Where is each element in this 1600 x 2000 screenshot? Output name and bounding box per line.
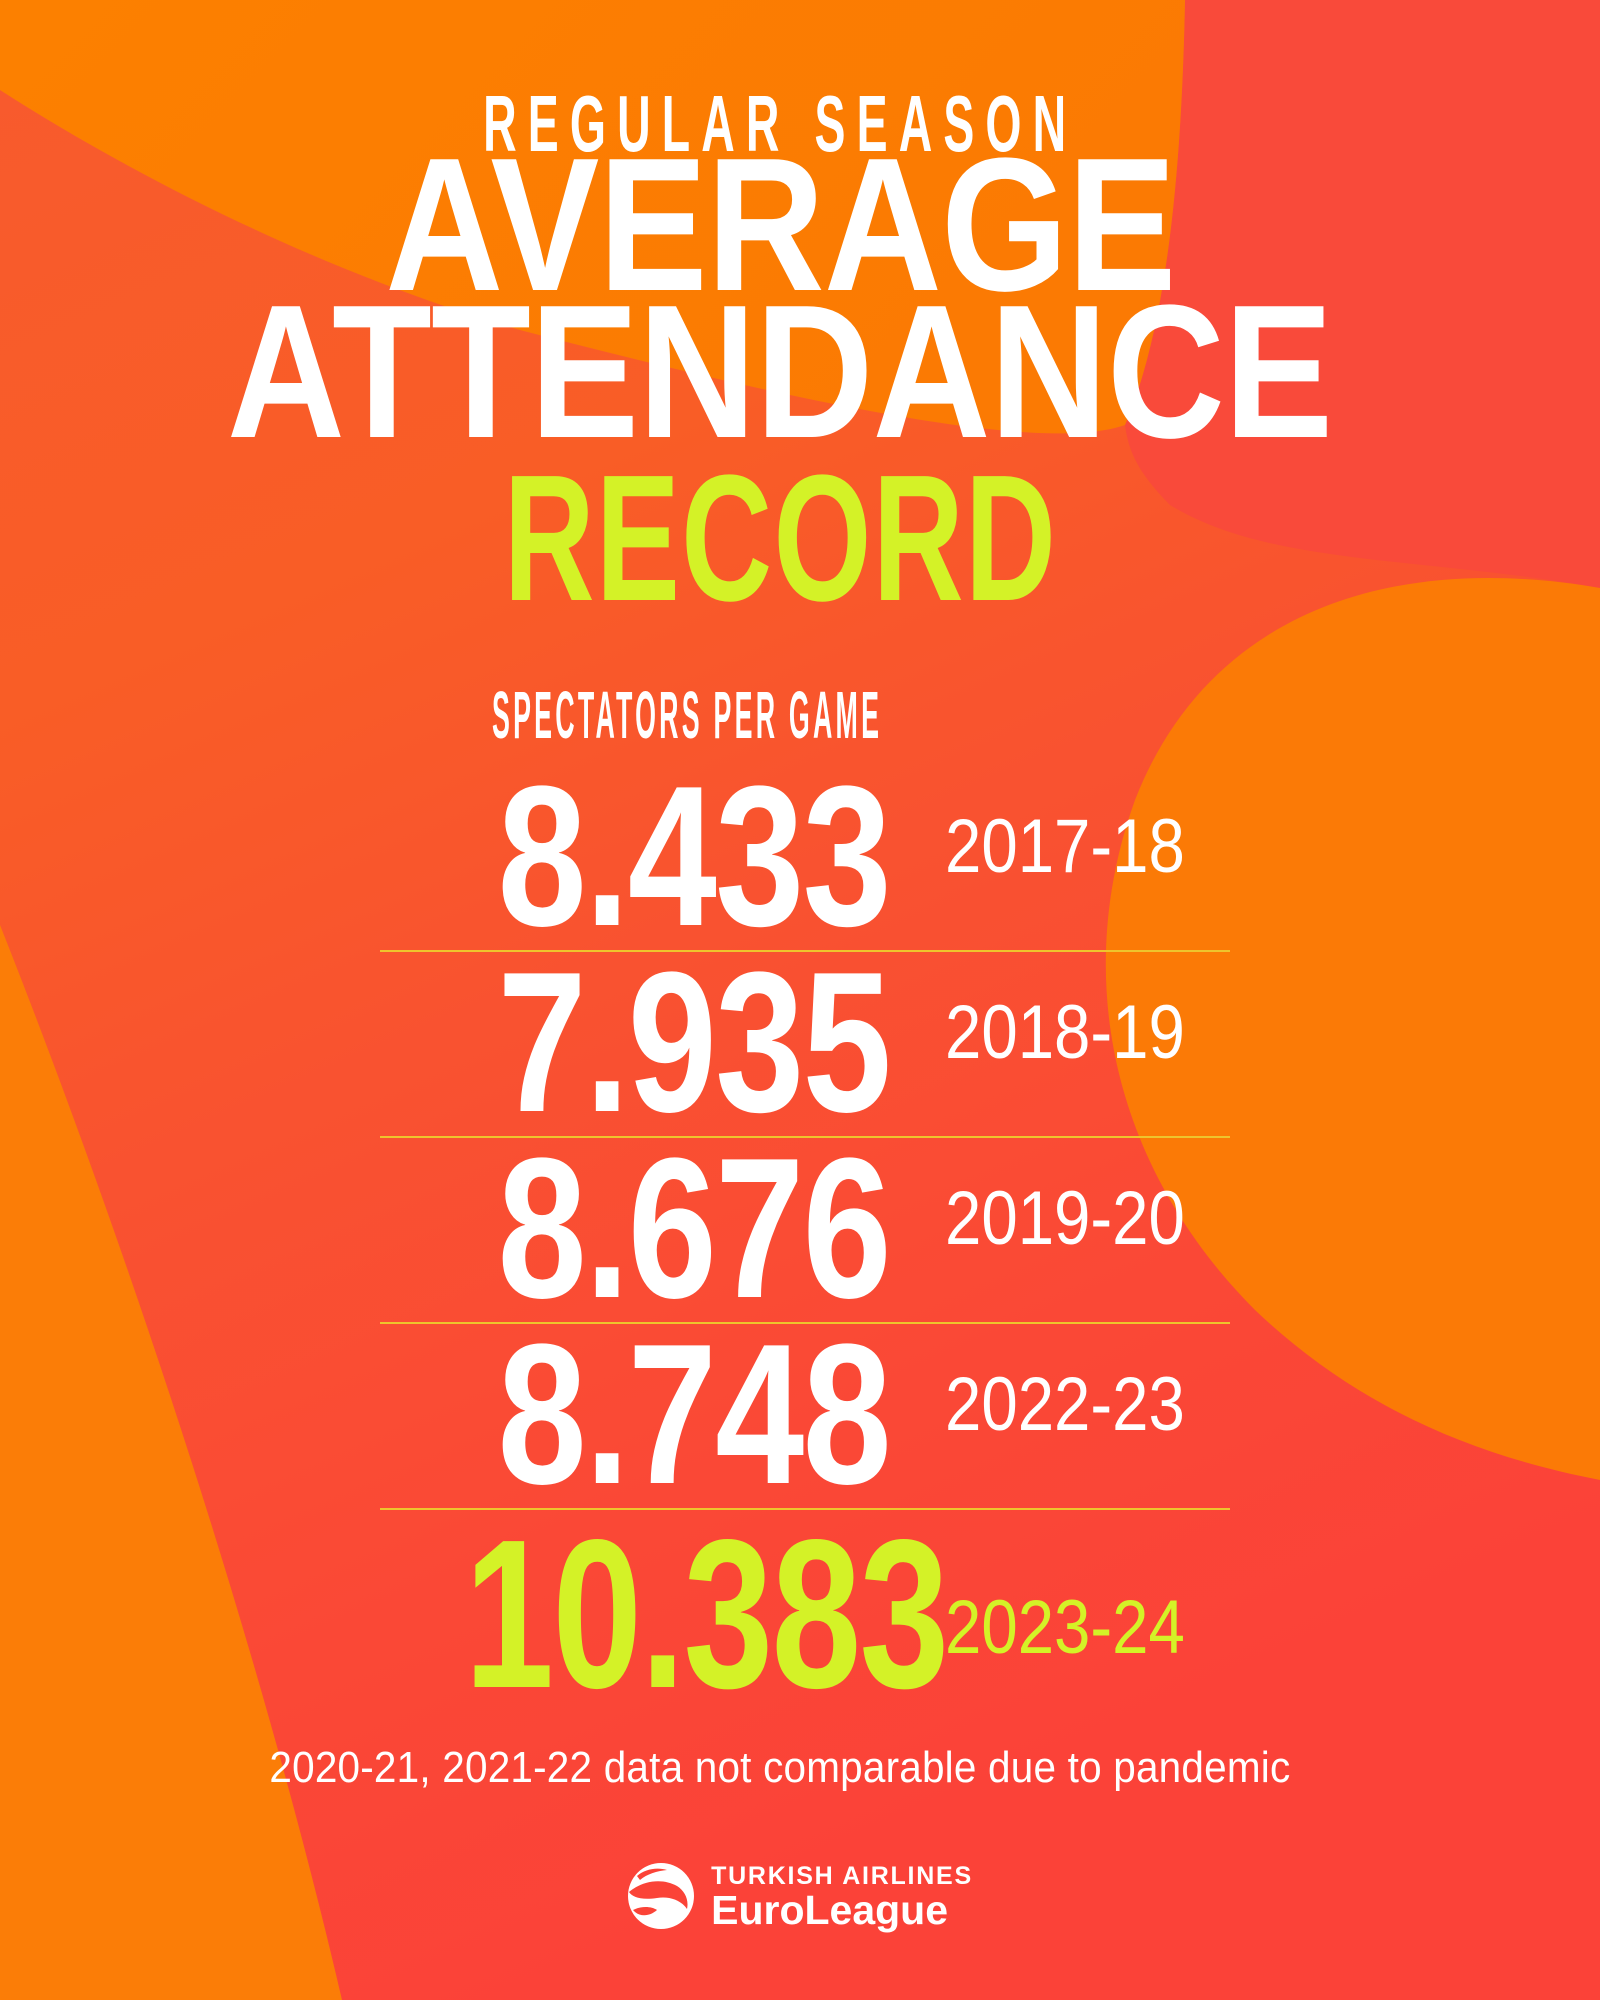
attendance-value: 8.676 <box>497 1117 892 1340</box>
season-label: 2022-23 <box>945 1362 1185 1447</box>
row-divider <box>380 1136 1230 1138</box>
attendance-value: 7.935 <box>497 931 892 1154</box>
season-label: 2018-19 <box>945 990 1185 1075</box>
attendance-value: 8.748 <box>497 1303 892 1526</box>
season-label: 2019-20 <box>945 1176 1185 1261</box>
brand-line-bottom: EuroLeague <box>711 1887 949 1933</box>
row-divider <box>380 1322 1230 1324</box>
row-divider <box>380 1508 1230 1510</box>
row-divider <box>380 950 1230 952</box>
brand-text: TURKISH AIRLINES EuroLeague <box>711 1862 973 1933</box>
background-right-swoosh <box>1105 577 1600 1480</box>
brand-logo: TURKISH AIRLINES EuroLeague <box>0 1862 1600 1933</box>
season-label-record: 2023-24 <box>945 1585 1185 1670</box>
list-item: 8.748 2022-23 <box>330 1303 1230 1526</box>
list-item: 7.935 2018-19 <box>330 931 1230 1154</box>
background-top-sweep <box>0 0 1185 434</box>
background-red-corner <box>1125 0 1600 588</box>
euroleague-ball-icon <box>628 1863 695 1929</box>
background-left-wedge <box>0 925 342 2000</box>
list-item: 8.676 2019-20 <box>330 1117 1230 1340</box>
list-item: 8.433 2017-18 <box>330 745 1230 968</box>
page-title: AVERAGE ATTENDANCE <box>0 119 1560 478</box>
attendance-value-record: 10.383 <box>464 1495 949 1732</box>
kicker-label: REGULAR SEASON <box>482 79 1078 168</box>
attendance-value: 8.433 <box>497 745 892 968</box>
attendance-list: 8.433 2017-18 7.935 2018-19 8.676 2019-2… <box>330 745 1230 1748</box>
list-label: SPECTATORS PER GAME <box>492 678 883 753</box>
list-item-record: 10.383 2023-24 <box>330 1508 1230 1748</box>
season-label: 2017-18 <box>945 804 1185 889</box>
title-line-1: AVERAGE <box>384 119 1176 331</box>
brand-line-top: TURKISH AIRLINES <box>711 1862 973 1890</box>
title-highlight: RECORD <box>503 438 1057 639</box>
title-line-2: ATTENDANCE <box>227 266 1333 478</box>
content-column: REGULAR SEASON AVERAGE ATTENDANCE RECORD… <box>0 84 1560 1792</box>
kicker: REGULAR SEASON <box>0 84 1560 164</box>
footnote: 2020-21, 2021-22 data not comparable due… <box>269 1743 1291 1792</box>
